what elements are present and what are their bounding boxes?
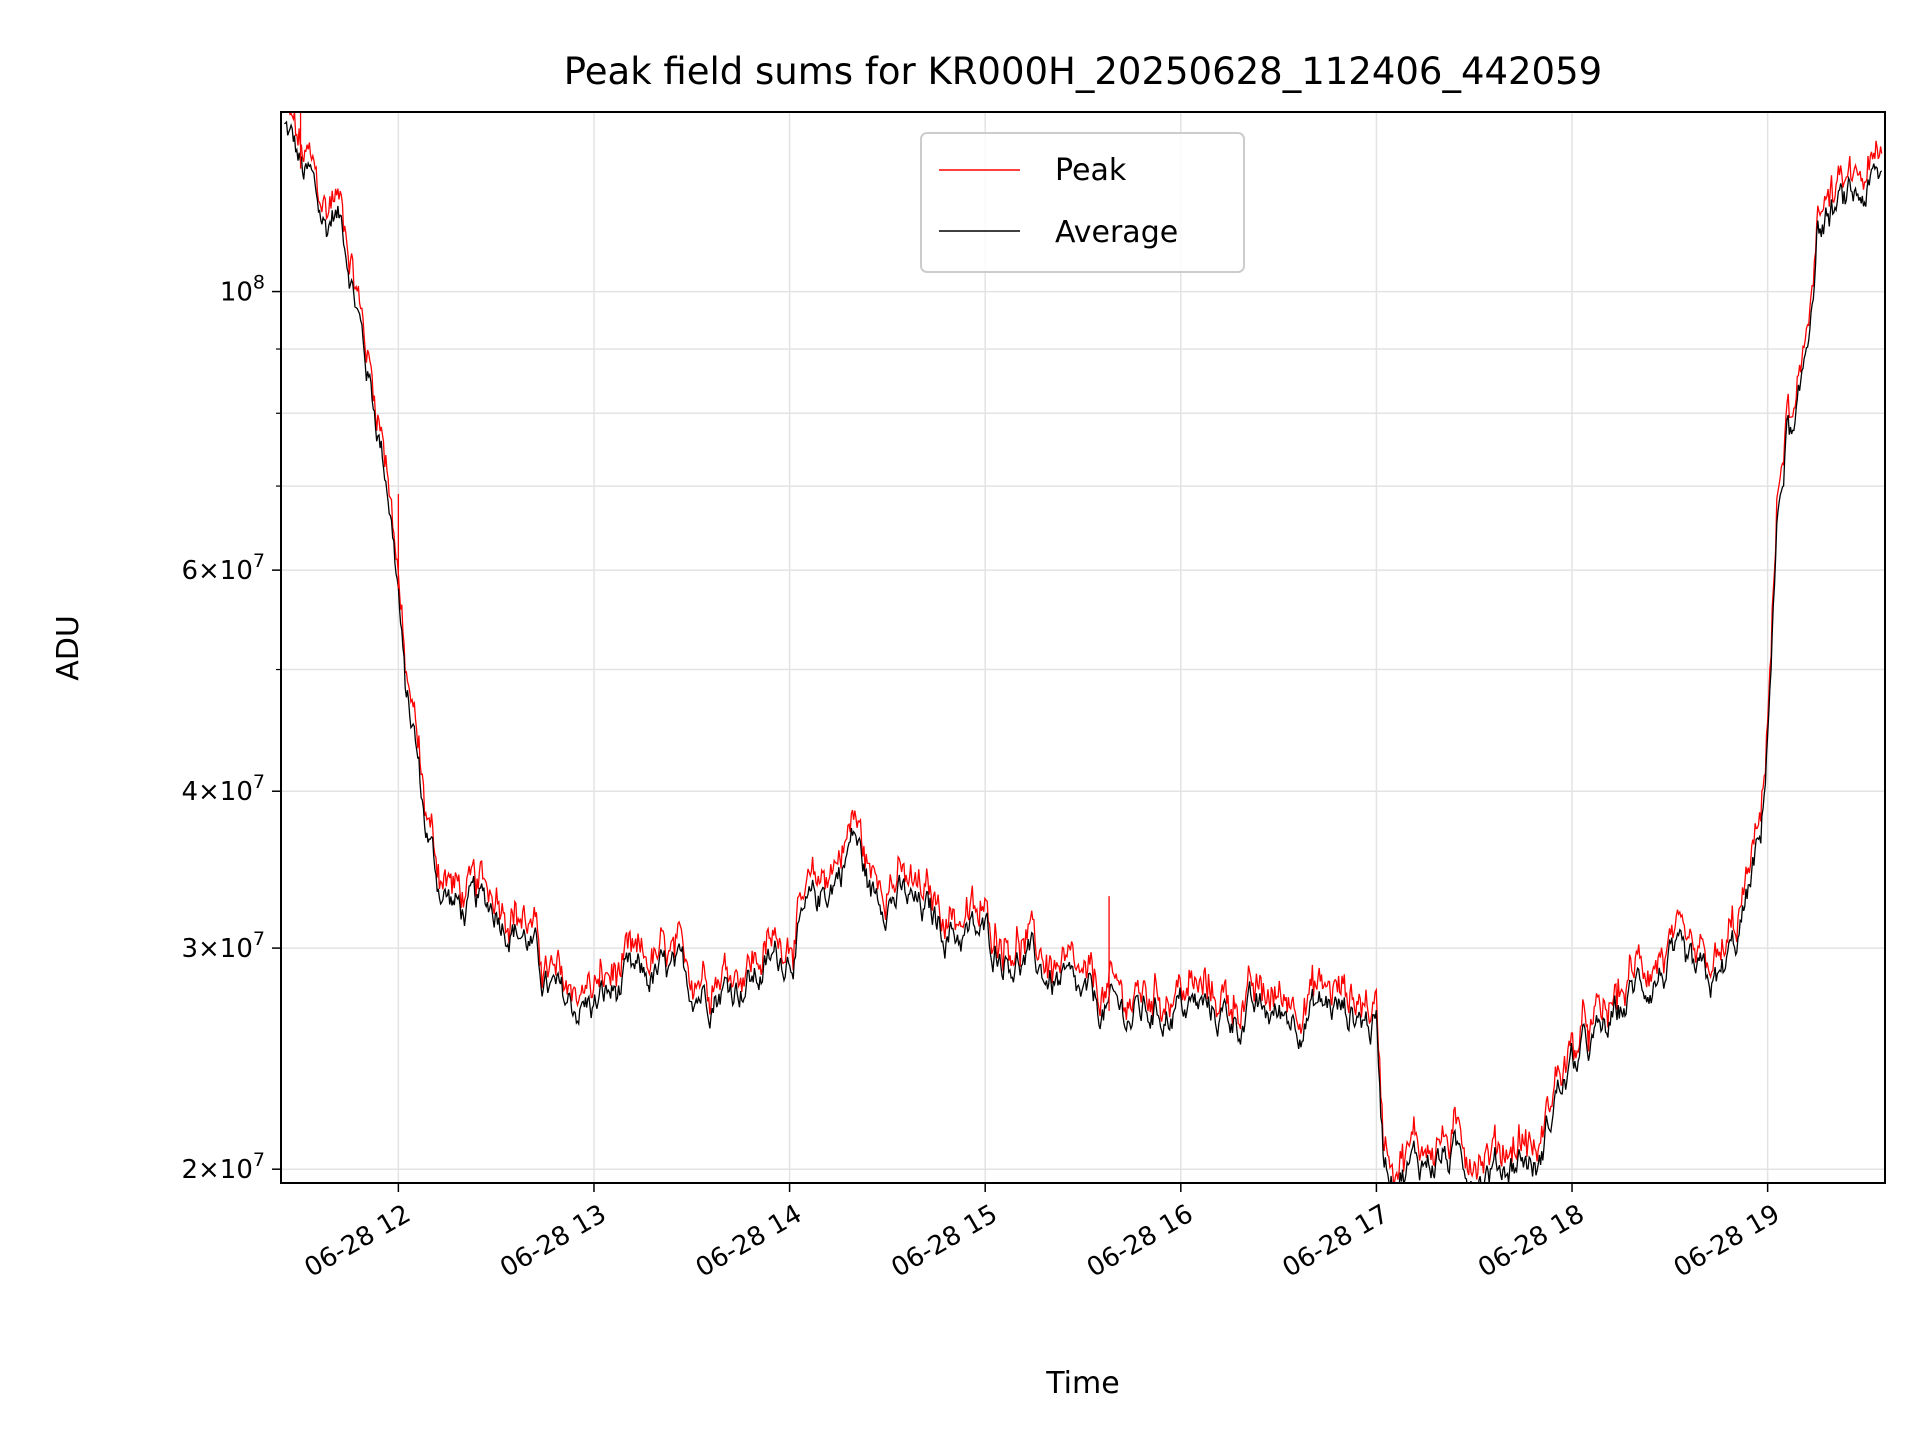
y-tick-label: 2×107 bbox=[181, 1149, 265, 1185]
legend-peak-label: Peak bbox=[1055, 153, 1127, 188]
grid bbox=[281, 112, 1885, 1183]
plot-frame bbox=[280, 111, 1886, 1184]
series-lines bbox=[284, 112, 1883, 1183]
x-axis-label: Time bbox=[1045, 1366, 1119, 1401]
y-tick-label: 6×107 bbox=[181, 550, 265, 586]
legend: Peak Average bbox=[920, 132, 1245, 273]
peak-series-line bbox=[287, 112, 1883, 1183]
y-tick-label: 4×107 bbox=[181, 771, 265, 807]
y-tick-label: 3×107 bbox=[181, 928, 265, 964]
legend-box bbox=[920, 132, 1245, 273]
average-series-line bbox=[284, 120, 1883, 1183]
chart-title: Peak field sums for KR000H_20250628_1124… bbox=[564, 50, 1602, 93]
legend-average-label: Average bbox=[1055, 215, 1178, 250]
y-axis-label: ADU bbox=[51, 615, 86, 681]
